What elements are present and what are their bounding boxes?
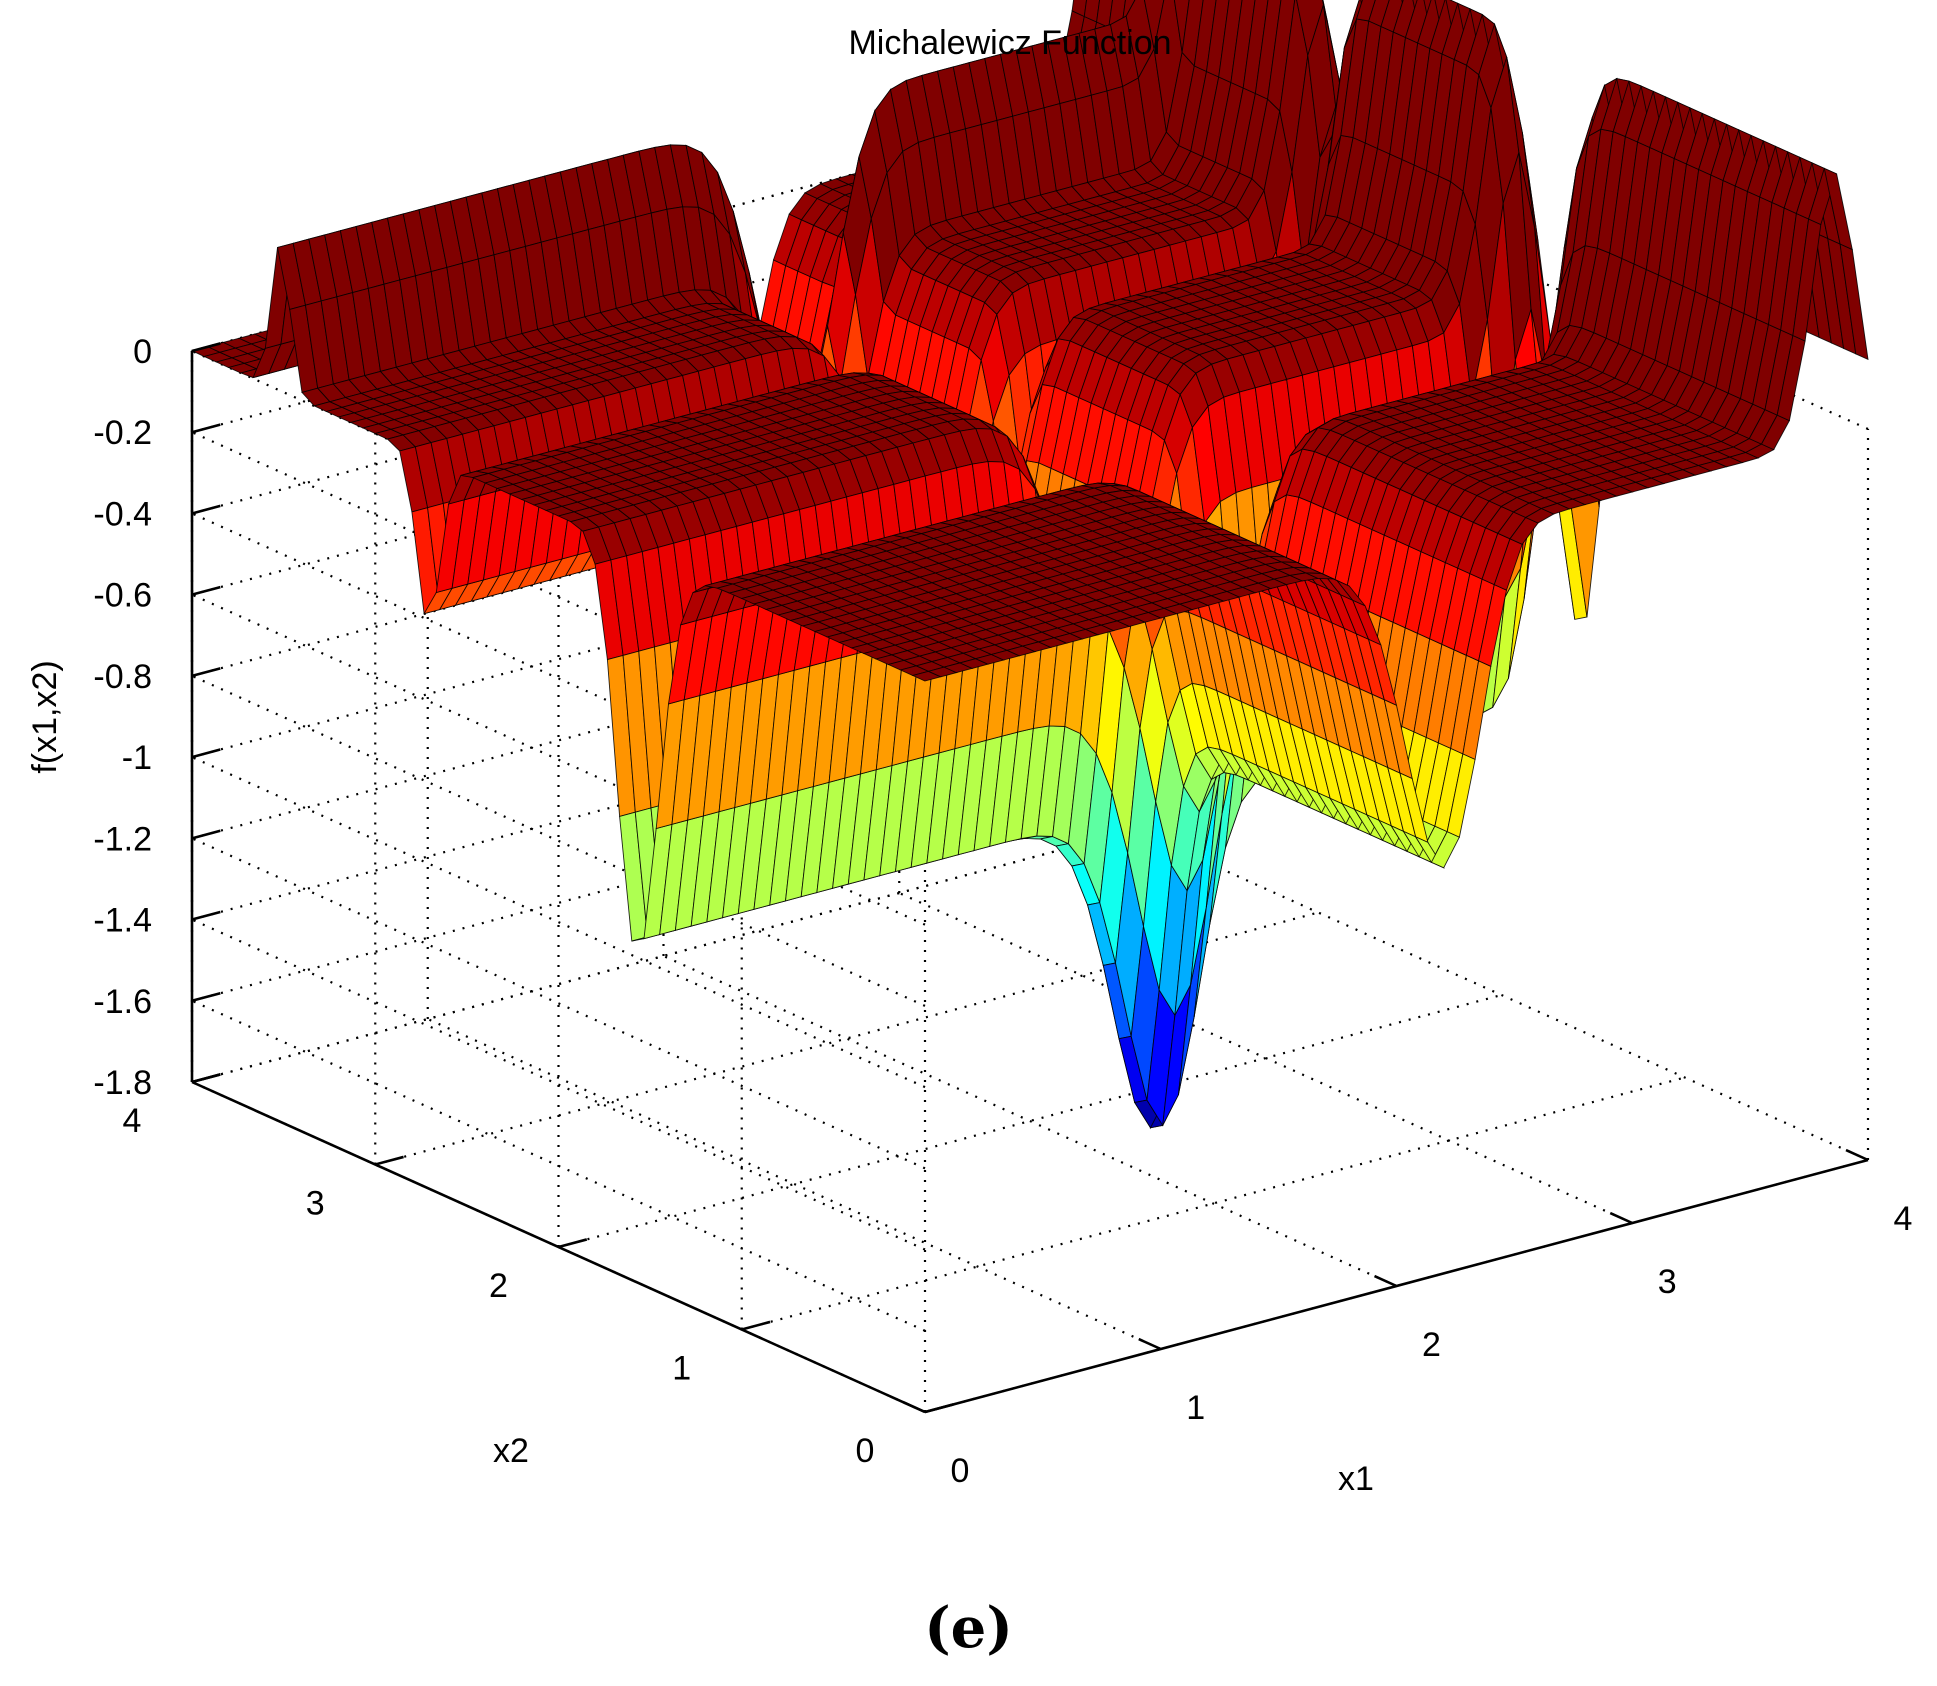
side-wall-grid-line bbox=[191, 512, 926, 845]
surface-patch bbox=[1143, 0, 1165, 50]
x-tick-label: 1 bbox=[1186, 1389, 1205, 1427]
x-axis-tick bbox=[1609, 1211, 1633, 1225]
y-tick-label: 1 bbox=[672, 1350, 691, 1388]
side-wall-grid-line bbox=[191, 593, 926, 926]
x-axis-tick bbox=[1845, 1148, 1869, 1162]
z-tick-label: 0 bbox=[133, 333, 152, 371]
x-axis-tick bbox=[1373, 1274, 1398, 1288]
x-tick-label: 0 bbox=[951, 1452, 970, 1490]
y-axis-tick bbox=[374, 1155, 404, 1166]
surface-patch bbox=[1380, 0, 1404, 33]
x-tick-label: 4 bbox=[1894, 1200, 1913, 1238]
panel-label-text: (e) bbox=[924, 1595, 1013, 1661]
floor-grid-line bbox=[663, 954, 1397, 1288]
z-axis-tick bbox=[191, 991, 221, 1003]
z-axis-tick bbox=[191, 585, 221, 596]
side-wall-grid-line bbox=[191, 999, 926, 1332]
floor-grid-line bbox=[898, 891, 1633, 1225]
floor-grid-line bbox=[427, 1017, 1162, 1351]
z-tick-label: -0.8 bbox=[93, 658, 152, 696]
surface-patch bbox=[1193, 0, 1217, 73]
z-tick-label: -1 bbox=[122, 739, 152, 777]
surface-patch bbox=[1083, 0, 1101, 23]
surface-patch bbox=[1368, 0, 1390, 28]
z-axis-tick bbox=[191, 504, 221, 515]
y-axis-tick bbox=[924, 1403, 954, 1414]
z-tick-label: -1.2 bbox=[93, 820, 152, 858]
y-axis-tick bbox=[558, 1238, 588, 1249]
surface-patch bbox=[1071, 0, 1087, 18]
surface-patch bbox=[1343, 0, 1363, 48]
y-tick-label: 3 bbox=[306, 1185, 325, 1223]
z-axis-tick bbox=[191, 748, 221, 759]
surface-patch bbox=[1356, 0, 1376, 22]
floor-grid-line bbox=[1134, 828, 1869, 1162]
surface-patch bbox=[1096, 0, 1113, 29]
axes bbox=[190, 342, 1869, 1414]
z-tick-label: -1.4 bbox=[93, 902, 152, 940]
side-wall-grid-line bbox=[191, 918, 926, 1251]
surface-mesh bbox=[190, 0, 1869, 1130]
z-axis-tick bbox=[191, 423, 221, 434]
x-tick-label: 2 bbox=[1422, 1326, 1441, 1364]
y-tick-label: 2 bbox=[489, 1267, 508, 1305]
surface-patch bbox=[1839, 243, 1869, 361]
y-axis-tick bbox=[741, 1320, 771, 1331]
y-tick-label: 4 bbox=[123, 1102, 142, 1140]
side-wall-grid-line bbox=[191, 674, 926, 1007]
z-axis-tick bbox=[191, 342, 221, 353]
z-axis-tick bbox=[191, 910, 221, 921]
z-axis-label: f(x1,x2) bbox=[26, 660, 64, 773]
z-tick-label: -0.4 bbox=[93, 495, 152, 533]
surface-patch bbox=[1181, 0, 1204, 67]
z-tick-label: -1.8 bbox=[93, 1064, 152, 1102]
x-axis-label: x1 bbox=[1338, 1460, 1374, 1498]
z-axis-tick bbox=[191, 829, 221, 840]
x-axis-tick bbox=[902, 1400, 926, 1414]
side-wall-grid-line bbox=[191, 756, 926, 1089]
z-axis-tick bbox=[191, 667, 221, 678]
surface-patch bbox=[1206, 0, 1230, 78]
chart-title: Michalewicz Function bbox=[848, 24, 1171, 62]
panel-label: (e) bbox=[0, 1595, 1937, 1661]
side-wall-grid-line bbox=[191, 837, 926, 1170]
z-tick-label: -0.6 bbox=[93, 577, 152, 615]
z-axis-tick bbox=[191, 1073, 221, 1084]
surface-patch bbox=[1173, 0, 1190, 53]
z-tick-label: -0.2 bbox=[93, 414, 152, 452]
y-tick-label: 0 bbox=[856, 1432, 875, 1470]
tick-labels: 0 1 2 3 4 0 1 2 3 4 0 -0.2 -0.4 -0.6 -0.8 -1 -1.2 -1.4 -1.… bbox=[93, 333, 1912, 1490]
x-tick-label: 3 bbox=[1658, 1263, 1677, 1301]
z-tick-label: -1.6 bbox=[93, 983, 152, 1021]
x-axis-tick bbox=[1138, 1337, 1162, 1351]
y-axis-label: x2 bbox=[493, 1432, 529, 1470]
side-wall-grid-line bbox=[191, 431, 926, 764]
